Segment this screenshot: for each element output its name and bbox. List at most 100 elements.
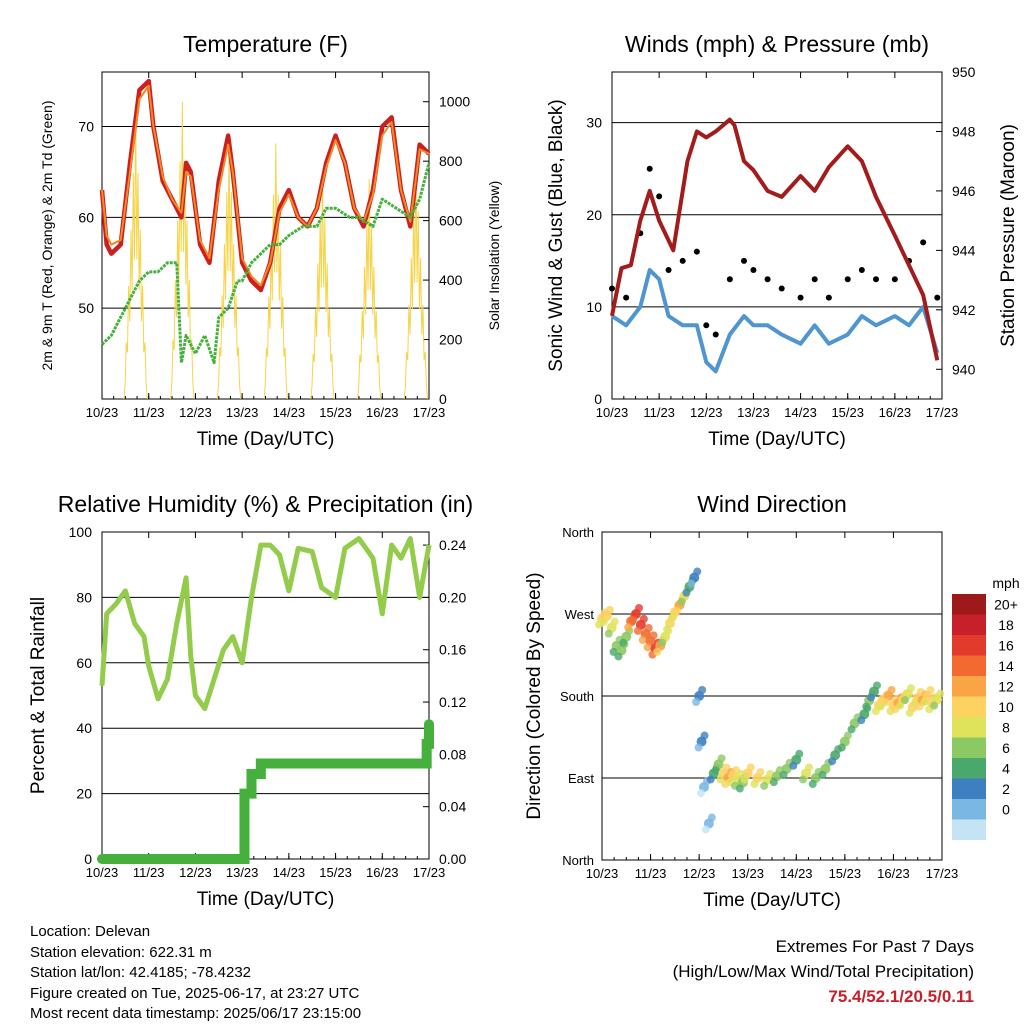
direction-point bbox=[779, 770, 788, 779]
y2-tick-label: 940 bbox=[952, 361, 976, 377]
gust-point bbox=[811, 276, 818, 283]
gust-point bbox=[703, 322, 710, 329]
y-tick-label: South bbox=[560, 689, 594, 704]
direction-point bbox=[698, 686, 707, 694]
gust-point bbox=[920, 239, 927, 246]
direction-point bbox=[711, 766, 720, 775]
y-tick-label: 50 bbox=[78, 300, 94, 316]
direction-point bbox=[604, 629, 613, 638]
colorbar-label: 4 bbox=[1002, 761, 1010, 777]
direction-point bbox=[799, 775, 807, 784]
direction-point bbox=[926, 686, 935, 694]
direction-point bbox=[635, 604, 643, 612]
gust-point bbox=[693, 248, 700, 255]
gust-point bbox=[858, 267, 865, 274]
y-tick-label: 0 bbox=[84, 851, 92, 867]
x-tick-label: 10/23 bbox=[596, 405, 629, 420]
x-tick-label: 12/23 bbox=[179, 405, 212, 420]
y2-tick-label: 950 bbox=[952, 64, 976, 80]
colorbar-label: 10 bbox=[998, 699, 1014, 715]
direction-point bbox=[818, 770, 827, 779]
colorbar-swatch bbox=[952, 819, 986, 840]
y2-axis-label: Station Pressure (Maroon) bbox=[998, 124, 1019, 347]
x-tick-label: 13/23 bbox=[737, 405, 770, 420]
direction-point bbox=[862, 702, 871, 711]
direction-point bbox=[687, 579, 696, 588]
direction-point bbox=[706, 775, 715, 784]
direction-point bbox=[843, 731, 852, 740]
y2-tick-label: 944 bbox=[952, 242, 976, 258]
gust-point bbox=[646, 165, 653, 172]
direction-point bbox=[653, 647, 662, 656]
x-tick-label: 12/23 bbox=[179, 865, 212, 880]
y-axis-label: 2m & 9m T (Red, Orange) & 2m Td (Green) bbox=[39, 101, 55, 371]
direction-point bbox=[867, 693, 875, 702]
x-axis-label: Time (Day/UTC) bbox=[197, 429, 335, 450]
direction-point bbox=[740, 775, 749, 784]
humidity-series bbox=[99, 536, 432, 712]
direction-point bbox=[644, 624, 653, 633]
direction-point bbox=[707, 813, 716, 822]
temperature-series-1 bbox=[101, 84, 430, 287]
colorbar-label: 2 bbox=[1002, 781, 1010, 797]
y-tick-label: 100 bbox=[69, 524, 93, 540]
y2-tick-label: 0.20 bbox=[439, 589, 466, 605]
y2-tick-label: 942 bbox=[952, 302, 976, 318]
gust-point bbox=[873, 276, 879, 283]
direction-point bbox=[614, 652, 623, 661]
colorbar-label: 6 bbox=[1002, 740, 1010, 756]
x-tick-label: 12/23 bbox=[683, 866, 716, 881]
gust-point bbox=[844, 276, 851, 283]
gust-point bbox=[797, 294, 804, 301]
gust-point bbox=[623, 294, 630, 301]
direction-point bbox=[619, 638, 628, 647]
colorbar-swatch bbox=[952, 758, 986, 779]
x-tick-label: 15/23 bbox=[829, 866, 862, 881]
y2-tick-label: 400 bbox=[439, 272, 463, 288]
x-tick-label: 14/23 bbox=[273, 405, 306, 420]
colorbar-label: 0 bbox=[1002, 802, 1010, 818]
y-tick-label: 20 bbox=[76, 786, 92, 802]
direction-point bbox=[692, 698, 701, 706]
x-tick-label: 17/23 bbox=[926, 866, 959, 881]
direction-point bbox=[693, 567, 702, 576]
station-elevation: Station elevation: 622.31 m bbox=[30, 943, 212, 961]
direction-point bbox=[629, 616, 637, 624]
y-tick-label: West bbox=[565, 607, 595, 622]
y-tick-label: 40 bbox=[76, 720, 92, 736]
direction-point bbox=[638, 636, 647, 645]
extremes-subtitle: (High/Low/Max Wind/Total Precipitation) bbox=[672, 962, 974, 981]
direction-point bbox=[760, 781, 769, 790]
colorbar-swatch bbox=[952, 594, 986, 615]
direction-point bbox=[756, 768, 765, 776]
x-tick-label: 17/23 bbox=[413, 865, 446, 880]
x-tick-label: 11/23 bbox=[133, 405, 165, 420]
gust-point bbox=[741, 257, 747, 264]
y-tick-label: 10 bbox=[586, 299, 602, 315]
y-tick-label: 0 bbox=[594, 391, 602, 407]
gust-point bbox=[712, 331, 719, 338]
colorbar-swatch bbox=[952, 737, 986, 758]
colorbar-label: 12 bbox=[998, 679, 1014, 695]
x-tick-label: 17/23 bbox=[413, 405, 446, 420]
colorbar-swatch bbox=[952, 676, 986, 697]
recent-timestamp: Most recent data timestamp: 2025/06/17 2… bbox=[30, 1005, 362, 1022]
colorbar-swatch bbox=[952, 655, 986, 676]
direction-point bbox=[896, 701, 905, 710]
x-tick-label: 11/23 bbox=[643, 405, 675, 420]
direction-point bbox=[920, 698, 929, 706]
x-tick-label: 10/23 bbox=[86, 405, 119, 420]
figure-created: Figure created on Tue, 2025-06-17, at 23… bbox=[30, 984, 360, 1002]
x-axis-label: Time (Day/UTC) bbox=[708, 429, 846, 450]
y2-tick-label: 0.04 bbox=[439, 799, 466, 815]
x-axis-label: Time (Day/UTC) bbox=[197, 889, 335, 910]
extremes-values: 75.4/52.1/20.5/0.11 bbox=[828, 987, 974, 1006]
gust-point bbox=[750, 267, 757, 274]
precipitation-series bbox=[97, 719, 434, 864]
colorbar-label: 14 bbox=[998, 658, 1014, 674]
gust-point bbox=[656, 193, 663, 200]
colorbar-label: 16 bbox=[998, 638, 1014, 654]
y-tick-label: 30 bbox=[586, 115, 602, 131]
chart-title: Temperature (F) bbox=[183, 31, 348, 57]
